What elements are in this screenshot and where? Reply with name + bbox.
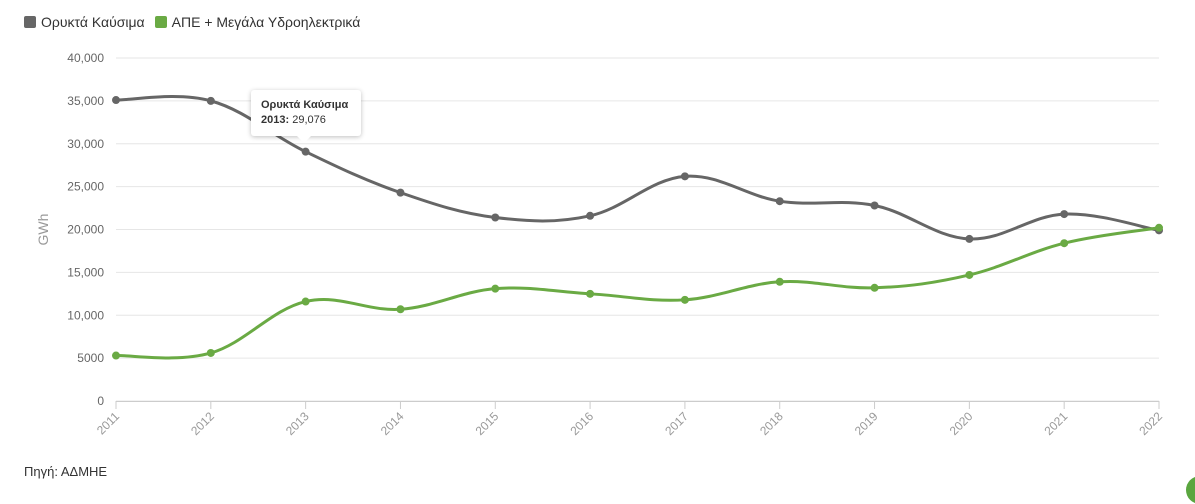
x-tick-label: 2017 bbox=[662, 409, 691, 438]
data-point bbox=[206, 348, 215, 357]
data-point bbox=[965, 234, 974, 243]
data-point bbox=[775, 277, 784, 286]
legend-label-renewables: ΑΠΕ + Μεγάλα Υδροηλεκτρικά bbox=[171, 14, 361, 30]
y-tick-label: 35,000 bbox=[67, 94, 104, 108]
legend-label-fossil-fuels: Ορυκτά Καύσιμα bbox=[41, 14, 145, 30]
data-point bbox=[586, 289, 595, 298]
data-point bbox=[112, 96, 120, 105]
y-tick-label: 30,000 bbox=[67, 137, 104, 151]
data-point bbox=[680, 295, 689, 304]
x-tick-label: 2015 bbox=[473, 409, 502, 438]
x-tick-label: 2022 bbox=[1136, 409, 1165, 438]
x-tick-label: 2019 bbox=[852, 409, 881, 438]
x-tick-label: 2020 bbox=[947, 409, 976, 438]
data-point bbox=[396, 305, 405, 314]
x-tick-label: 2013 bbox=[283, 409, 312, 438]
data-point bbox=[1060, 239, 1069, 248]
series-line-0 bbox=[114, 95, 1161, 241]
data-point bbox=[680, 172, 689, 181]
y-tick-label: 10,000 bbox=[67, 308, 104, 322]
data-point bbox=[870, 283, 879, 292]
data-point bbox=[301, 147, 310, 156]
data-point bbox=[112, 351, 120, 360]
y-tick-label: 20,000 bbox=[67, 223, 104, 237]
legend-swatch-fossil-fuels bbox=[24, 16, 36, 28]
y-tick-label: 0 bbox=[97, 394, 104, 408]
source-note: Πηγή: ΑΔΜΗΕ bbox=[24, 464, 108, 479]
tooltip-body: 2013: 29,076 bbox=[261, 113, 351, 128]
x-tick-label: 2018 bbox=[757, 409, 786, 438]
data-point bbox=[586, 211, 595, 220]
data-point bbox=[301, 297, 310, 306]
y-tick-label: 15,000 bbox=[67, 265, 104, 279]
data-point bbox=[491, 213, 500, 222]
chart-legend: Ορυκτά Καύσιμα ΑΠΕ + Μεγάλα Υδροηλεκτρικ… bbox=[24, 14, 360, 30]
data-point bbox=[775, 197, 784, 206]
series-line-1 bbox=[114, 226, 1161, 360]
y-tick-label: 5000 bbox=[77, 351, 104, 365]
tooltip-year: 2013: bbox=[261, 114, 290, 126]
legend-item-renewables[interactable]: ΑΠΕ + Μεγάλα Υδροηλεκτρικά bbox=[154, 14, 361, 30]
tooltip-title: Ορυκτά Καύσιμα bbox=[261, 99, 349, 111]
y-tick-label: 25,000 bbox=[67, 180, 104, 194]
legend-item-fossil-fuels[interactable]: Ορυκτά Καύσιμα bbox=[24, 14, 145, 30]
data-point bbox=[1155, 223, 1163, 232]
x-tick-label: 2011 bbox=[94, 409, 122, 437]
tooltip-value: 29,076 bbox=[292, 114, 326, 126]
chart-tooltip: Ορυκτά Καύσιμα 2013: 29,076 bbox=[251, 90, 361, 143]
data-point bbox=[965, 270, 974, 279]
y-tick-label: 40,000 bbox=[67, 51, 104, 65]
line-chart: 0 5000 10,000 15,000 20,000 25,000 30,000 35,00… bbox=[35, 51, 1165, 438]
data-point bbox=[1060, 210, 1069, 219]
data-point bbox=[491, 284, 500, 293]
y-axis-title: GWh bbox=[35, 214, 51, 246]
data-point bbox=[396, 188, 405, 197]
x-tick-label: 2021 bbox=[1042, 409, 1071, 438]
corner-badge-icon[interactable] bbox=[1186, 476, 1195, 504]
data-point bbox=[206, 96, 215, 105]
legend-swatch-renewables bbox=[154, 16, 167, 28]
x-tick-label: 2016 bbox=[567, 409, 596, 438]
x-tick-label: 2014 bbox=[378, 409, 407, 438]
data-point bbox=[870, 201, 879, 210]
x-tick-label: 2012 bbox=[188, 409, 217, 438]
